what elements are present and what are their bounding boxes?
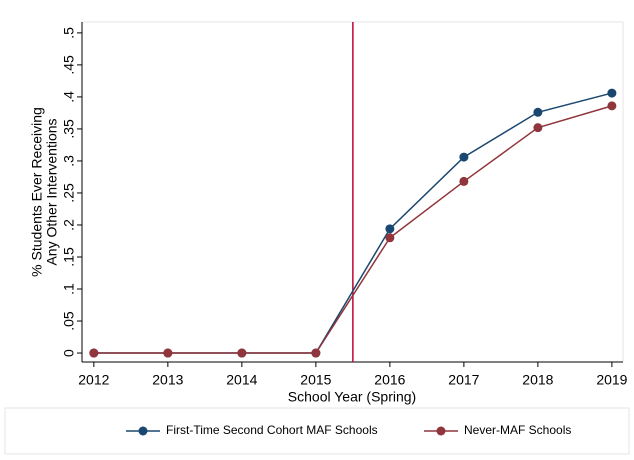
- x-tick-label: 2018: [522, 372, 553, 388]
- point: [459, 176, 469, 186]
- series-line: [93, 105, 613, 354]
- y-tick-label: .3: [61, 155, 77, 167]
- y-tick-label: 0: [61, 349, 77, 357]
- point: [237, 348, 247, 358]
- legend-label: Never-MAF Schools: [464, 423, 571, 437]
- x-tick-label: 2019: [596, 372, 627, 388]
- point: [311, 348, 321, 358]
- legend-label: First-Time Second Cohort MAF Schools: [166, 423, 378, 437]
- y-tick-label: .35: [61, 119, 77, 139]
- point: [459, 152, 469, 162]
- point: [163, 348, 173, 358]
- y-tick-label: .2: [61, 219, 77, 231]
- point: [607, 101, 617, 111]
- point: [385, 233, 395, 243]
- legend-marker: [138, 426, 148, 436]
- x-tick-label: 2013: [152, 372, 183, 388]
- x-tick-label: 2016: [374, 372, 405, 388]
- y-tick-label: .5: [61, 27, 77, 39]
- point: [385, 224, 395, 234]
- y-tick-label: .15: [61, 247, 77, 267]
- point: [533, 123, 543, 133]
- y-axis-label: Any Other Interventions: [44, 118, 60, 265]
- y-tick-label: .45: [61, 55, 77, 75]
- y-tick-label: .05: [61, 311, 77, 331]
- y-axis-label: % Students Ever Receiving: [29, 107, 45, 277]
- point: [533, 107, 543, 117]
- x-tick-label: 2014: [226, 372, 257, 388]
- y-tick-label: .25: [61, 183, 77, 203]
- point: [607, 88, 617, 98]
- y-tick-label: .1: [61, 283, 77, 295]
- legend-box: [4, 407, 630, 455]
- point: [89, 348, 99, 358]
- x-axis-label: School Year (Spring): [288, 389, 416, 405]
- x-tick-label: 2017: [448, 372, 479, 388]
- legend-marker: [436, 426, 446, 436]
- y-tick-label: .4: [61, 91, 77, 103]
- x-tick-label: 2015: [300, 372, 331, 388]
- x-tick-label: 2012: [78, 372, 109, 388]
